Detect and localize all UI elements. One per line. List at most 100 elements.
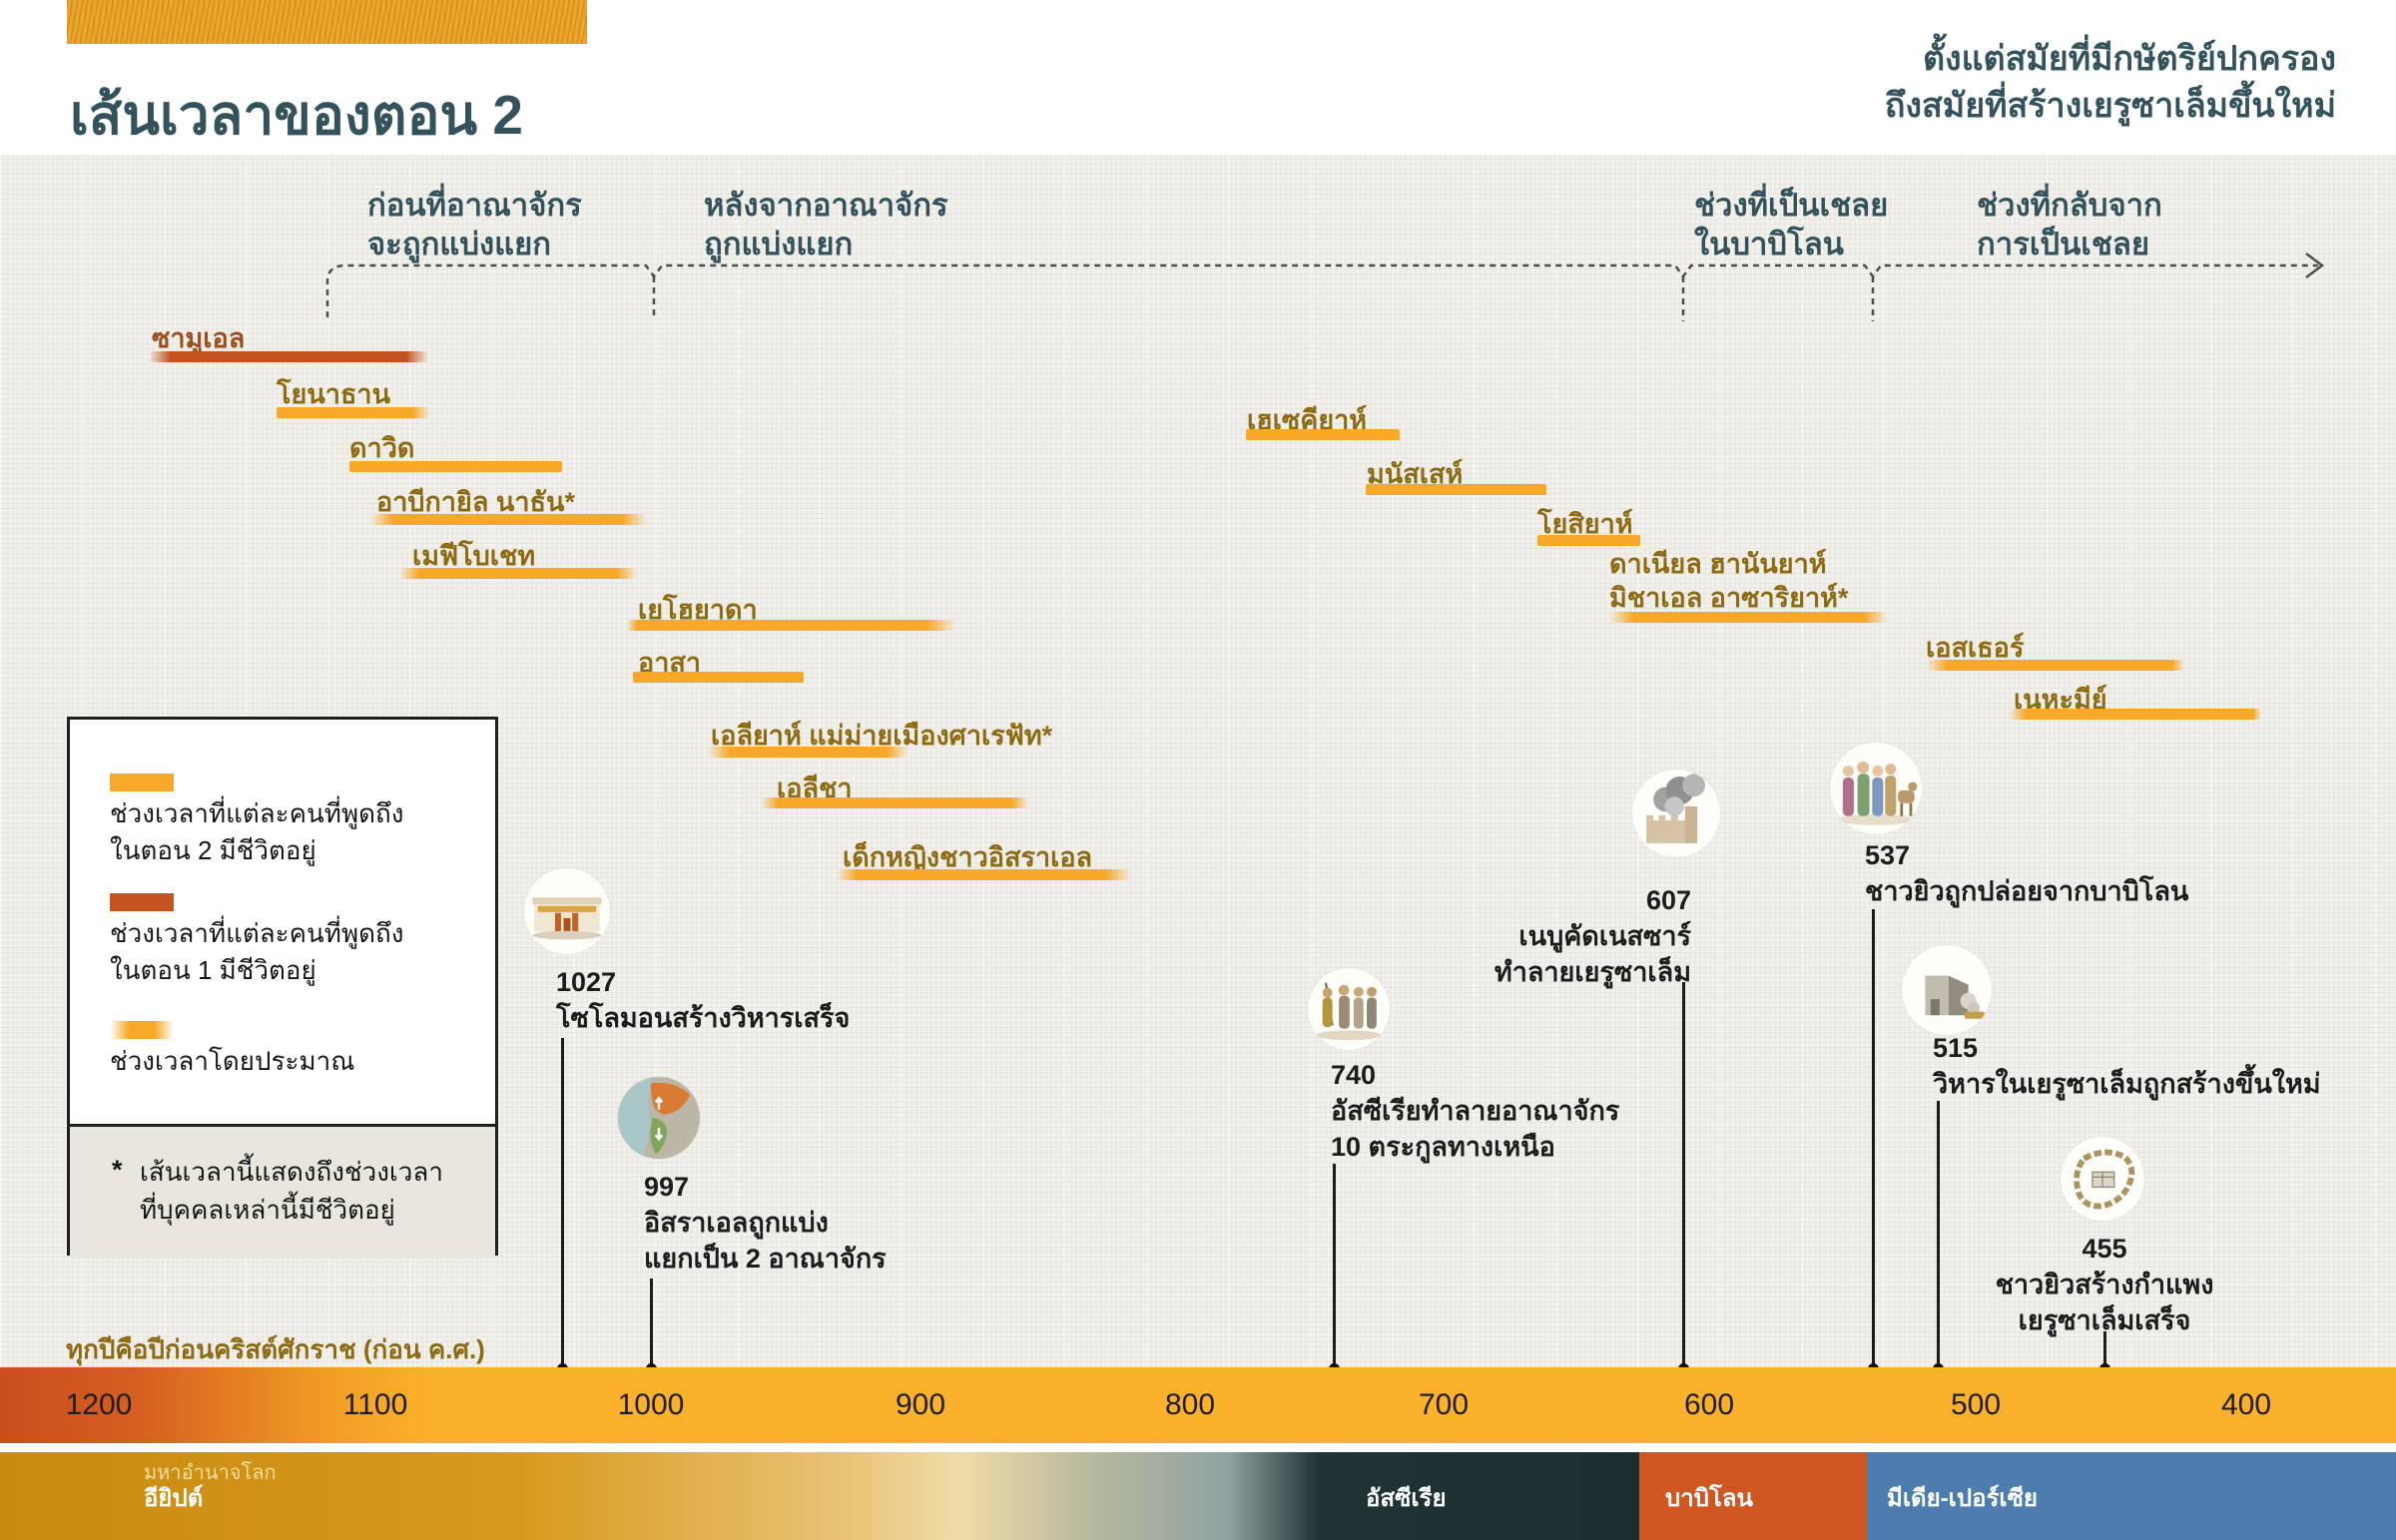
legend-footnote-line2: ที่บุคคลเหล่านี้มีชีวิตอยู่ <box>140 1195 395 1225</box>
person-name: ดาเนียล ฮานันยาห์ <box>1609 549 1827 579</box>
person-name: เมฟีโบเชท <box>412 541 536 571</box>
period-header-return-from-captivity: ช่วงที่กลับจากการเป็นเชลย <box>1977 186 2162 263</box>
legend-label-approximate: ช่วงเวลาโดยประมาณ <box>110 1043 354 1080</box>
lifespan-bar <box>1609 612 1888 623</box>
lifespan-bar <box>349 461 562 472</box>
legend-footnote-line1: เส้นเวลานี้แสดงถึงช่วงเวลา <box>140 1157 443 1187</box>
event-caption-line1: ชาวยิวถูกปล่อยจากบาบิโลน <box>1865 876 2189 906</box>
person-label: ซามูเอล <box>152 321 245 355</box>
axis-tick-900: 900 <box>895 1388 946 1421</box>
world-power-label: มีเดีย-เปอร์เซีย <box>1887 1485 2038 1512</box>
lifespan-bar <box>1246 429 1400 440</box>
lifespan-bar <box>1537 535 1640 546</box>
event-line <box>561 1038 564 1369</box>
lifespan-bar <box>149 351 428 362</box>
person-label: โยสิยาห์ <box>1537 507 1633 541</box>
event-caption-line2: แยกเป็น 2 อาณาจักร <box>644 1244 887 1274</box>
person-label: เอสเธอร์ <box>1926 631 2024 665</box>
event-line <box>1872 909 1875 1369</box>
lifespan-bar <box>277 407 430 418</box>
event-caption-line2: ทำลายเยรูซาเล็ม <box>1494 957 1691 987</box>
person-label: ดาเนียล ฮานันยาห์มิชาเอล อาซาริยาห์* <box>1609 547 1848 615</box>
world-powers-band <box>0 1452 2396 1540</box>
lifespan-bar <box>633 672 804 683</box>
legend-box: ช่วงเวลาที่แต่ละคนที่พูดถึง ในตอน 2 มีชี… <box>67 717 498 1259</box>
event-caption-line2: 10 ตระกูลทางเหนือ <box>1331 1132 1555 1162</box>
legend-swatch-part1 <box>110 893 174 911</box>
lifespan-bar <box>1927 660 2184 671</box>
legend-swatch-part2 <box>110 773 174 791</box>
person-name: โยสิยาห์ <box>1537 509 1633 539</box>
period-header-captivity-in-babylon-line2: ในบาบิโลน <box>1694 227 1844 261</box>
axis-tick-1000: 1000 <box>617 1388 685 1421</box>
world-power-label: อัสซีเรีย <box>1366 1485 1447 1512</box>
event-caption: 537 ชาวยิวถูกปล่อยจากบาบิโลน <box>1865 837 2188 909</box>
jerusalem-wall-icon <box>2061 1137 2144 1221</box>
person-label: ดาวิด <box>349 431 414 465</box>
world-power-label: อียิปต์ <box>144 1485 204 1512</box>
event-line <box>2103 1331 2106 1369</box>
lifespan-bar <box>708 747 908 758</box>
legend-footnote-section: * เส้นเวลานี้แสดงถึงช่วงเวลา ที่บุคคลเหล… <box>70 1124 495 1259</box>
lifespan-bar <box>762 797 1028 808</box>
event-year: 515 <box>1933 1033 1979 1063</box>
legend-footnote-text: เส้นเวลานี้แสดงถึงช่วงเวลา ที่บุคคลเหล่า… <box>140 1153 443 1229</box>
event-caption: 515 วิหารในเยรูซาเล็มถูกสร้างขึ้นใหม่ <box>1933 1030 2321 1102</box>
event-year: 455 <box>2082 1234 2127 1264</box>
lifespan-bar <box>837 869 1131 880</box>
page-subtitle: ตั้งแต่สมัยที่มีกษัตริย์ปกครอง ถึงสมัยที… <box>1885 36 2336 130</box>
person-name: ซามูเอล <box>152 323 246 353</box>
axis-tick-1100: 1100 <box>342 1388 408 1421</box>
period-header-return-from-captivity-line2: การเป็นเชลย <box>1977 227 2150 261</box>
lifespan-bar <box>369 514 646 525</box>
person-label: อาบีกายิล นาธัน* <box>376 485 575 519</box>
legend-label-part1: ช่วงเวลาที่แต่ละคนที่พูดถึง ในตอน 1 มีชี… <box>110 915 403 989</box>
event-line <box>1937 1101 1940 1369</box>
period-header-after-kingdom-divided-line1: หลังจากอาณาจักร <box>704 188 948 223</box>
event-caption-line1: โซโลมอนสร้างวิหารเสร็จ <box>556 1003 851 1033</box>
event-caption: 740 อัสซีเรียทำลายอาณาจักร 10 ตระกูลทางเหน… <box>1331 1057 1619 1165</box>
legend-label-part2-line1: ช่วงเวลาที่แต่ละคนที่พูดถึง <box>110 798 404 828</box>
event-caption-line1: อัสซีเรียทำลายอาณาจักร <box>1331 1096 1620 1126</box>
event-caption-line1: เนบูคัดเนสซาร์ <box>1518 921 1691 951</box>
event-year: 607 <box>1645 885 1691 915</box>
axis-tick-400: 400 <box>2220 1388 2272 1421</box>
person-name-line2: มิชาเอล อาซาริยาห์* <box>1609 583 1849 613</box>
event-year: 997 <box>644 1172 690 1202</box>
event-caption-line1: วิหารในเยรูซาเล็มถูกสร้างขึ้นใหม่ <box>1933 1069 2321 1099</box>
event-caption: 997 อิสราเอลถูกแบ่ง แยกเป็น 2 อาณาจักร <box>644 1169 887 1277</box>
event-line <box>1682 982 1685 1369</box>
event-caption-line1: ชาวยิวสร้างกำแพง <box>1995 1270 2214 1299</box>
event-year: 537 <box>1865 840 1911 870</box>
person-label: เอลียาห์ แม่ม่ายเมืองศาเรฟัท* <box>711 719 1052 753</box>
legend-label-part1-line1: ช่วงเวลาที่แต่ละคนที่พูดถึง <box>110 918 404 948</box>
axis-note-bce: ทุกปีคือปีก่อนคริสต์ศักราช (ก่อน ค.ศ.) <box>66 1334 485 1364</box>
period-header-captivity-in-babylon-line1: ช่วงที่เป็นเชลย <box>1694 188 1889 223</box>
jerusalem-burning-icon <box>1632 770 1720 857</box>
period-header-return-from-captivity-line1: ช่วงที่กลับจาก <box>1977 188 2162 223</box>
person-label: เด็กหญิงชาวอิสราเอล <box>843 840 1092 874</box>
lifespan-bar <box>1366 484 1546 495</box>
period-header-before-kingdom-divided-line1: ก่อนที่อาณาจักร <box>367 188 582 223</box>
year-axis-band <box>0 1367 2396 1443</box>
person-name: อาบีกายิล นาธัน* <box>376 487 575 517</box>
event-line <box>1333 1164 1336 1369</box>
legend-label-part1-line2: ในตอน 1 มีชีวิตอยู่ <box>110 955 316 985</box>
legend-swatch-approximate <box>110 1021 174 1039</box>
event-caption: 607 เนบูคัดเนสซาร์ทำลายเยรูซาเล็ม <box>1495 882 1691 990</box>
jews-released-icon <box>1830 743 1922 834</box>
axis-tick-800: 800 <box>1164 1388 1216 1421</box>
temple-rebuilt-icon <box>1902 945 1992 1035</box>
axis-tick-1200: 1200 <box>65 1388 133 1421</box>
person-name: เอสเธอร์ <box>1926 633 2025 663</box>
page-subtitle-line1: ตั้งแต่สมัยที่มีกษัตริย์ปกครอง <box>1922 40 2336 78</box>
axis-tick-600: 600 <box>1683 1388 1735 1421</box>
legend-label-part2-line2: ในตอน 2 มีชีวิตอยู่ <box>110 835 316 865</box>
divided-kingdom-map-icon <box>618 1077 700 1159</box>
decorative-straw-banner <box>67 0 587 44</box>
lifespan-bar <box>2009 709 2261 720</box>
world-power-label: บาบิโลน <box>1665 1485 1753 1512</box>
event-year: 740 <box>1331 1060 1377 1090</box>
page-title: เส้นเวลาของตอน 2 <box>70 84 523 146</box>
period-header-after-kingdom-divided: หลังจากอาณาจักร ถูกแบ่งแยก <box>704 186 948 263</box>
